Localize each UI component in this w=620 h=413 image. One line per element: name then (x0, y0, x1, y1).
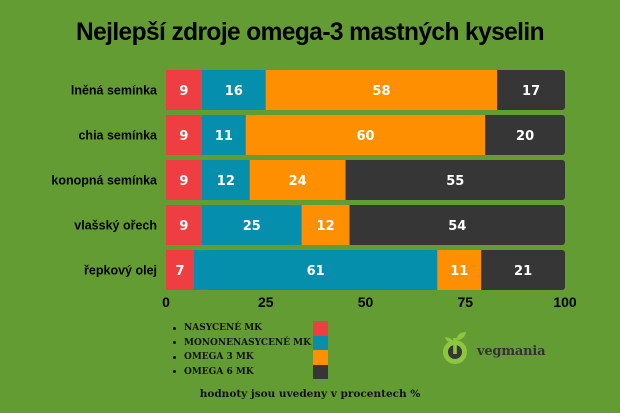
x-tick-label: 75 (457, 294, 473, 310)
bar-segment (201, 205, 302, 245)
bar-segment (201, 160, 250, 200)
data-label: 54 (448, 219, 466, 234)
x-tick-label: 0 (162, 294, 170, 310)
bar-segment (497, 70, 565, 110)
legend-item: OMEGA 3 MK (173, 350, 311, 365)
bar-row (166, 250, 565, 290)
bullet-icon (173, 326, 176, 330)
legend: NASYCENÉ MK MONONENASYCENÉ MK OMEGA 3 MK OM… (173, 321, 311, 379)
bar-row (166, 160, 565, 200)
data-label: 12 (217, 174, 235, 189)
bar-segment (349, 205, 565, 245)
brand-logo: vegmania (440, 330, 546, 366)
bar-segment (485, 115, 565, 155)
data-label: 21 (514, 264, 532, 279)
data-label: 55 (446, 174, 464, 189)
bar-segment (249, 160, 346, 200)
bar-segment (166, 250, 194, 290)
legend-label: OMEGA 6 MK (184, 366, 254, 377)
data-label: 9 (179, 84, 188, 99)
data-label: 61 (307, 264, 325, 279)
data-label: 25 (243, 219, 261, 234)
category-label: vlašský ořech (74, 219, 157, 233)
bar-segment (166, 70, 202, 110)
bar-segment (166, 160, 202, 200)
data-label: 7 (175, 264, 184, 279)
legend-label: OMEGA 3 MK (184, 352, 254, 363)
bullet-icon (173, 341, 176, 345)
legend-swatches (313, 321, 328, 379)
bar-segment (265, 70, 498, 110)
bar-segment (437, 250, 482, 290)
legend-item: NASYCENÉ MK (173, 321, 311, 336)
legend-label: MONONENASYCENÉ MK (184, 337, 311, 348)
data-label: 60 (356, 129, 374, 144)
bar-row (166, 70, 565, 110)
stacked-bar-chart: lněná semínka 9 16 58 17 chia semínka 9 11 60 20 k… (51, 70, 577, 310)
category-label: chia semínka (78, 129, 158, 143)
bar-segment (193, 250, 438, 290)
x-tick-label: 50 (358, 294, 374, 310)
legend-item: OMEGA 6 MK (173, 365, 311, 380)
x-tick-label: 100 (553, 294, 577, 310)
bar-segment (345, 160, 565, 200)
chart-title: Nejlepší zdroje omega-3 mastných kyselin (75, 18, 545, 46)
legend-item: MONONENASYCENÉ MK (173, 336, 311, 351)
category-label: řepkový olej (84, 264, 157, 278)
legend-swatch (313, 364, 328, 379)
bar-row (166, 205, 565, 245)
sprout-logo-icon (443, 332, 467, 364)
bar-segment (301, 205, 350, 245)
data-label: 16 (225, 84, 243, 99)
legend-swatch (313, 335, 328, 350)
data-label: 58 (372, 84, 390, 99)
brand-name: vegmania (477, 343, 546, 359)
bar-segment (201, 70, 266, 110)
category-label: konopná semínka (51, 174, 158, 188)
x-tick-label: 25 (258, 294, 274, 310)
bar-segment (481, 250, 565, 290)
data-label: 9 (179, 219, 188, 234)
data-label: 9 (179, 129, 188, 144)
bullet-icon (173, 355, 176, 359)
bullet-icon (173, 370, 176, 374)
bar-segment (166, 205, 202, 245)
category-label: lněná semínka (71, 84, 158, 98)
data-label: 9 (179, 174, 188, 189)
data-label: 12 (317, 219, 335, 234)
data-label: 11 (450, 264, 468, 279)
bar-row (166, 115, 565, 155)
data-label: 24 (289, 174, 307, 189)
data-label: 17 (522, 84, 540, 99)
bar-segment (201, 115, 246, 155)
legend-swatch (313, 350, 328, 365)
bar-segment (245, 115, 486, 155)
data-label: 20 (516, 129, 534, 144)
legend-swatch (313, 321, 328, 336)
bar-segment (166, 115, 202, 155)
legend-label: NASYCENÉ MK (184, 323, 263, 334)
footnote: hodnoty jsou uvedeny v procentech % (199, 388, 421, 400)
data-label: 11 (215, 129, 233, 144)
